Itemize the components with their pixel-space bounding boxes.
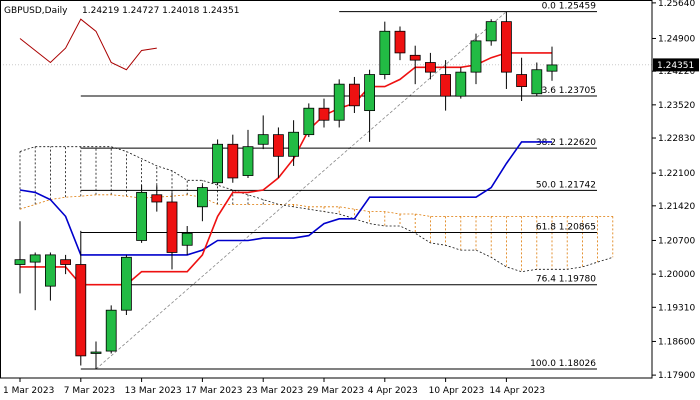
bullish-candle [470,40,482,73]
y-tick-label: 1.25640 [658,0,695,9]
y-tick-label: 1.22100 [658,169,695,179]
bullish-candle [379,30,391,75]
bullish-candle [333,83,345,121]
x-tick-label: 14 Apr 2023 [489,386,545,396]
y-tick-label: 1.20000 [658,270,695,280]
y-tick-label: 1.21420 [658,202,695,212]
tenkan-sen-line [20,52,552,286]
bearish-candle [60,259,71,265]
x-tick-label: 29 Mar 2023 [307,386,364,396]
bearish-candle [394,30,406,54]
y-tick-label: 1.19310 [658,303,695,313]
current-price-tag-background [653,58,699,72]
y-tick-label: 1.23520 [658,101,695,111]
bullish-candle [242,146,254,176]
x-tick-label: 17 Mar 2023 [185,386,242,396]
bullish-candle [364,74,376,112]
y-tick-label: 1.17900 [658,371,695,381]
senkou-span-a [19,194,613,217]
bullish-candle [181,232,193,246]
bearish-candle [516,74,527,87]
bullish-candle [105,309,117,352]
bullish-candle [257,134,269,145]
bearish-candle [227,143,239,179]
chart-header: GBPUSD,Daily 1.24219 1.24727 1.24018 1.2… [4,6,239,16]
bullish-candle [546,64,558,72]
bullish-candle [90,351,102,354]
ichimoku-cloud [19,146,614,273]
current-price-tag: 1.24351 [653,58,699,72]
bearish-candle [318,107,330,121]
fib-level-label: 100.0 1.18026 [530,359,596,369]
bearish-candle [166,201,178,253]
y-tick-label: 1.18600 [658,337,695,347]
candles [14,11,558,369]
bullish-candle [288,131,300,157]
bearish-candle [151,194,163,203]
bullish-candle [196,187,208,208]
fibonacci-retracement: 0.0 1.25459 23.6 1.23705 38.2 1.22620 50.0 … [80,2,597,370]
bearish-candle [348,83,360,107]
bearish-candle [424,62,436,73]
x-tick-label: 10 Apr 2023 [429,386,485,396]
chikou-span-line [19,18,157,71]
bullish-candle [14,259,26,265]
bullish-candle [45,254,56,287]
bearish-candle [272,134,284,157]
y-tick-label: 1.20700 [658,236,695,246]
bullish-candle [29,254,41,263]
fib-level-label: 76.4 1.19780 [536,275,596,285]
bearish-candle [409,54,421,61]
y-tick-label: 1.24220 [658,67,695,77]
y-tick-label: 1.24900 [658,34,695,44]
current-price-label: 1.24351 [657,61,694,71]
x-tick-label: 4 Apr 2023 [368,386,418,396]
indicator-lines [0,18,652,286]
x-tick-label: 23 Mar 2023 [246,386,303,396]
plot-frame [0,0,653,379]
x-tick-label: 13 Mar 2023 [125,386,182,396]
fib-level-label: 38.2 1.22620 [536,138,596,148]
bullish-candle [531,69,543,95]
bullish-candle [136,191,148,241]
bullish-candle [212,143,224,184]
x-tick-label: 7 Mar 2023 [64,386,115,396]
kijun-sen-line [19,141,552,256]
bullish-candle [121,256,132,311]
bearish-candle [75,264,87,357]
bullish-candle [303,107,315,136]
ohlc-readout: 1.24219 1.24727 1.24018 1.24351 [82,6,239,16]
y-tick-label: 1.22830 [658,134,695,144]
bearish-candle [440,74,452,97]
fib-level-label: 0.0 1.25459 [542,2,597,12]
x-tick-label: 1 Mar 2023 [3,386,54,396]
fib-level-label: 61.8 1.20865 [536,223,596,233]
bullish-candle [485,21,497,42]
bullish-candle [455,71,467,97]
bearish-candle [500,21,512,73]
symbol-label: GBPUSD,Daily [4,6,68,16]
fib-level-label: 50.0 1.21742 [536,180,596,190]
senkou-span-b [19,146,613,273]
fib-level-label: 23.6 1.23705 [536,86,596,96]
